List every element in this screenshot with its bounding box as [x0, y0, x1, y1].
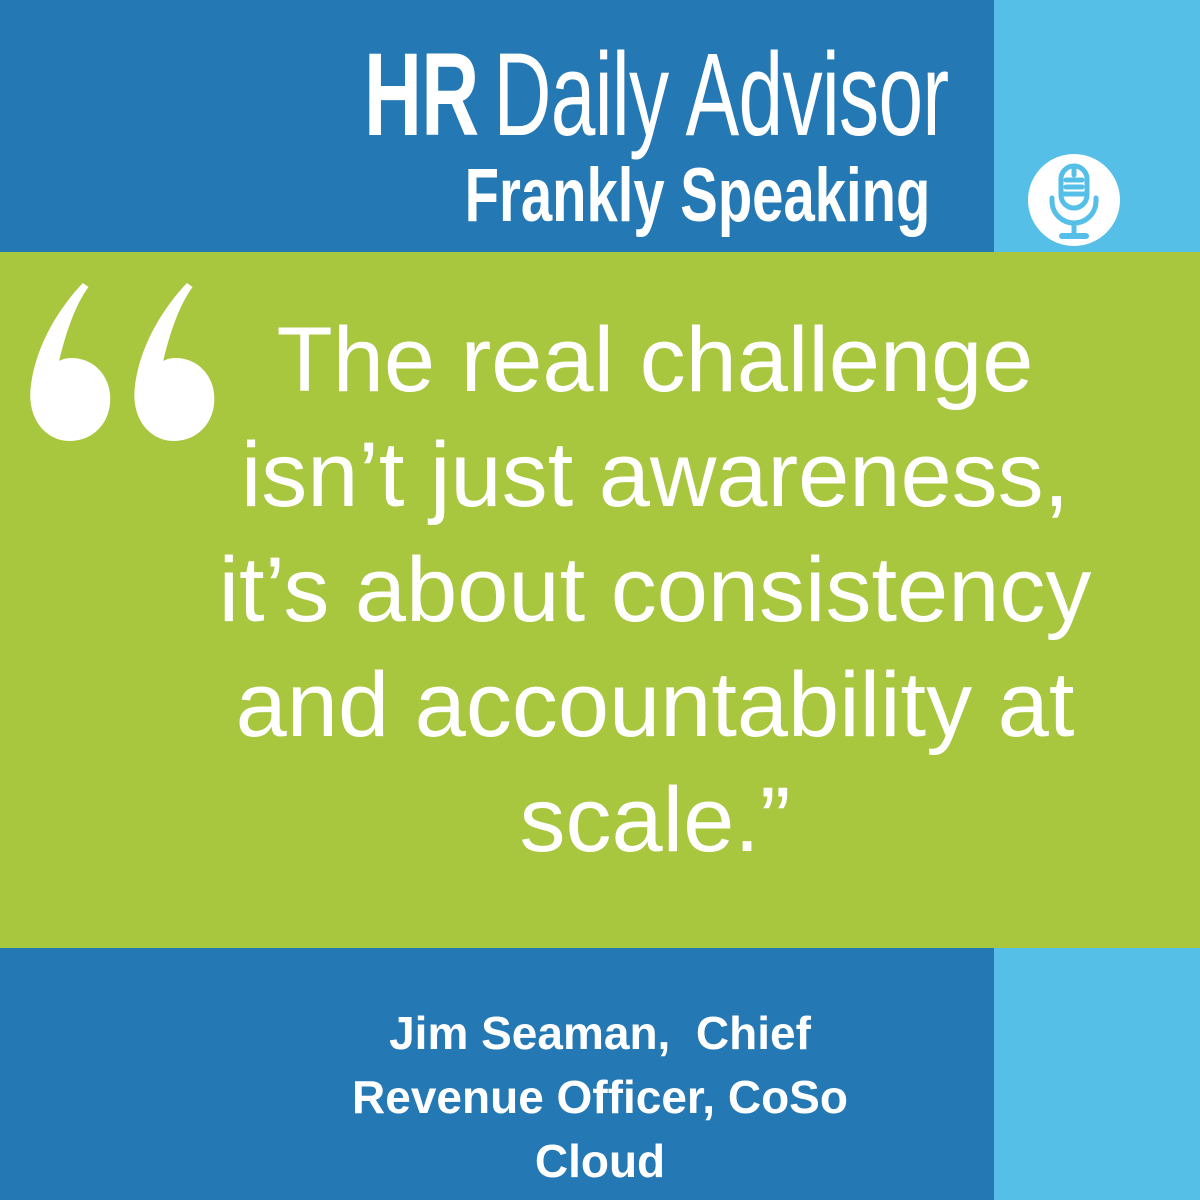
quote-line: The real challenge	[276, 309, 1034, 411]
attribution-line: Jim Seaman, Chief	[389, 1007, 811, 1059]
brand-daily-advisor: Daily Advisor	[493, 29, 949, 161]
quote-line: isn’t just awareness,	[240, 424, 1070, 526]
quote-line: and accountability at	[235, 654, 1075, 756]
quote-line: it’s about consistency	[218, 539, 1092, 641]
open-quote-icon	[30, 283, 215, 441]
microphone-icon	[1028, 154, 1120, 246]
attribution-line: Cloud	[534, 1135, 666, 1187]
footer-band	[0, 948, 994, 1200]
quote-line: scale.”	[519, 769, 791, 871]
attribution-line: Revenue Officer, CoSo	[352, 1071, 848, 1123]
brand-hr: HR	[363, 29, 479, 161]
brand-title: HR Daily Advisor	[364, 36, 949, 154]
header-band	[0, 0, 994, 252]
attribution: Jim Seaman, Chief Revenue Officer, CoSo …	[0, 1001, 1200, 1193]
quote-text: The real challenge isn’t just awareness,…	[110, 303, 1200, 878]
show-title: Frankly Speaking	[464, 153, 930, 238]
